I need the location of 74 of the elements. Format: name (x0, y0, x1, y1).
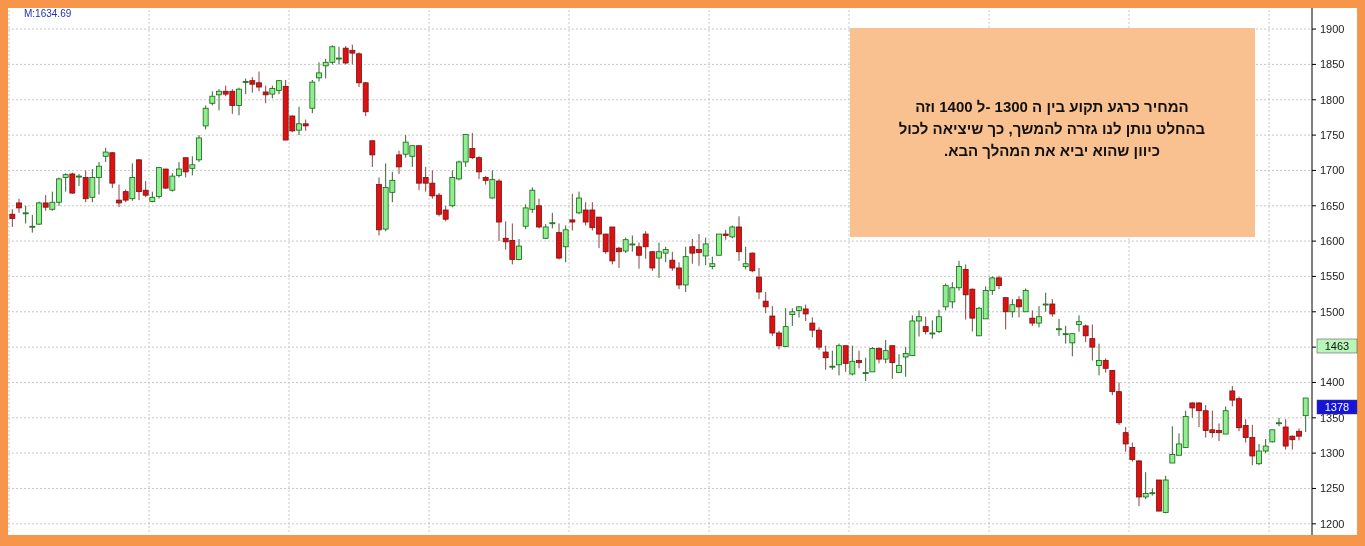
candlestick (1042, 292, 1049, 313)
candlestick (1002, 297, 1009, 330)
candlestick (82, 169, 89, 203)
candlestick (936, 309, 942, 334)
y-tick-label: 1800 (1320, 93, 1345, 106)
y-tick-label: 1600 (1320, 234, 1345, 247)
candlestick (1302, 397, 1309, 433)
candlestick (896, 353, 902, 374)
y-tick-label: 1750 (1320, 128, 1345, 141)
candlestick (576, 191, 582, 215)
candlestick (849, 345, 856, 376)
candlestick (1076, 314, 1082, 333)
y-tick-label: 1250 (1320, 482, 1345, 495)
annotation: M:1634.69 (24, 8, 72, 19)
candlestick (782, 307, 789, 348)
candlestick (929, 319, 936, 340)
y-tick-label: 1200 (1320, 517, 1345, 530)
candlestick (216, 88, 222, 111)
y-tick-label: 1700 (1320, 164, 1345, 177)
candlestick (856, 350, 862, 369)
candlestick (1089, 324, 1096, 362)
candlestick (762, 291, 769, 314)
text: 1463 (1324, 339, 1350, 352)
y-tick-label: 1350 (1320, 411, 1345, 424)
candlestick (396, 150, 402, 175)
candlestick (16, 198, 22, 214)
candlestick (702, 237, 709, 266)
candlestick (1036, 305, 1042, 328)
candlestick (1056, 318, 1062, 337)
candlestick (749, 251, 756, 273)
candlestick (236, 87, 242, 116)
candlestick (1022, 287, 1029, 313)
candlestick (822, 345, 829, 371)
y-tick-label: 1300 (1320, 446, 1345, 459)
candlestick (76, 173, 82, 187)
candlestick (649, 250, 656, 272)
candlestick (202, 104, 209, 130)
candlestick (1016, 295, 1022, 318)
candlestick (162, 168, 169, 190)
annotation: המחיר כרגע תקוע בין ה 1300 -ל 1400 וזה בהחלט נותן לנו גזרה להמשך, כך שיציאה לכול כיוון שהוא יביא את המהלך הבא. (898, 98, 1206, 159)
candlestick (316, 61, 322, 82)
text: 1378 (1324, 400, 1350, 413)
y-tick-label: 1500 (1320, 305, 1345, 318)
candlestick (796, 305, 802, 318)
candlestick (489, 169, 496, 200)
candlestick (1009, 298, 1016, 318)
candlestick (569, 193, 576, 232)
candlestick (882, 339, 889, 364)
candlestick (196, 134, 202, 163)
candlestick (1096, 343, 1102, 376)
candlestick (536, 198, 542, 229)
candlestick (836, 343, 842, 376)
candlestick (62, 172, 69, 193)
y-tick-label: 1900 (1320, 22, 1345, 35)
candlestick (182, 157, 189, 178)
candlestick (1222, 405, 1229, 435)
y-tick-label: 1650 (1320, 199, 1345, 212)
candlestick (756, 267, 762, 300)
candlestick (829, 350, 836, 371)
y-tick-label: 1850 (1320, 58, 1345, 71)
candlestick (369, 140, 376, 168)
candlestick (889, 345, 896, 380)
candlestick (1276, 417, 1282, 427)
candlestick (742, 246, 749, 270)
candlestick (842, 345, 849, 373)
candlestick (189, 155, 196, 176)
candlestick (129, 162, 136, 202)
y-tick-label: 1550 (1320, 270, 1345, 283)
candlestick (716, 233, 722, 256)
candlestick (1129, 442, 1136, 463)
candlestick (296, 106, 302, 136)
candlestick (562, 225, 569, 263)
candlestick (1122, 426, 1129, 453)
y-tick-label: 1400 (1320, 376, 1345, 389)
